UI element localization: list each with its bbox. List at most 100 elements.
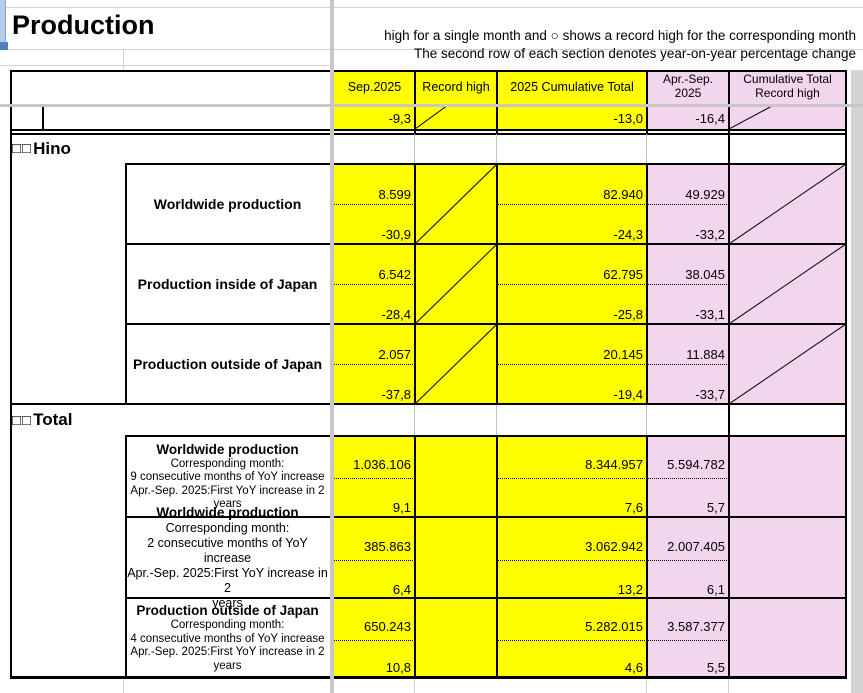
grid-line <box>646 134 647 164</box>
section-header-hino[interactable]: □□ Hino <box>10 134 846 163</box>
total-cumulative-cell[interactable]: 3.062.942 13,2 <box>497 517 647 599</box>
section-name: Hino <box>33 138 71 158</box>
cell-value: -13,0 <box>613 111 643 126</box>
cell-value: 3.062.942 <box>585 538 643 554</box>
cell-value: 49.929 <box>685 186 725 202</box>
cell-pct: -33,7 <box>647 363 729 405</box>
cell-pct: 5,5 <box>647 639 729 678</box>
total-record-high-cell[interactable] <box>415 517 497 599</box>
total-sep-cell[interactable]: 1.036.106 9,1 <box>334 436 415 517</box>
row-label-text: Production outside of Japan <box>136 603 319 618</box>
column-header-sep2025[interactable]: Sep.2025 <box>334 70 415 104</box>
hino-apr-sep-cell[interactable]: 38.045 -33,1 <box>647 244 729 324</box>
toprow-cumulative-record-high-cell[interactable] <box>729 104 846 129</box>
row-label-subline: Apr.-Sep. 2025:First YoY increase in 2 y… <box>130 646 325 672</box>
toprow-sep-pct-cell[interactable]: -9,3 <box>334 104 415 129</box>
grid-line <box>0 7 863 8</box>
total-record-high-cell[interactable] <box>415 436 497 517</box>
hino-sep-cell[interactable]: 8.599 -30,9 <box>334 164 415 244</box>
toprow-record-high-cell[interactable] <box>415 104 497 129</box>
diagonal-line-icon <box>415 104 450 129</box>
diagonal-line-icon <box>729 244 846 324</box>
total-row-label[interactable]: Worldwide production Corresponding month… <box>125 505 330 610</box>
cell-pct: -25,8 <box>497 283 647 325</box>
hino-cumulative-cell[interactable]: 82.940 -24,3 <box>497 164 647 244</box>
section-header-total[interactable]: □□ Total <box>10 405 846 435</box>
column-border <box>646 70 648 134</box>
label-box-border <box>125 436 127 677</box>
diagonal-line-icon <box>729 104 777 129</box>
column-header-cumulative-record-high[interactable]: Cumulative Total Record high <box>729 70 846 104</box>
row-border <box>125 323 847 325</box>
sheet-edge-strip <box>851 70 863 693</box>
grid-line <box>0 49 863 50</box>
page-title: Production <box>12 10 155 40</box>
column-border <box>496 70 498 134</box>
total-row-label[interactable]: Worldwide production Corresponding month… <box>125 436 330 517</box>
total-cumulative-cell[interactable]: 8.344.957 7,6 <box>497 436 647 517</box>
cell-value: 2.007.405 <box>667 538 725 554</box>
column-header-apr-sep[interactable]: Apr.-Sep. 2025 <box>647 70 729 104</box>
total-sep-cell[interactable]: 385.863 6,4 <box>334 517 415 599</box>
grid-line <box>646 679 647 693</box>
total-sep-cell[interactable]: 650.243 10,8 <box>334 599 415 677</box>
cell-value: 8.599 <box>378 186 411 202</box>
toprow-apr-sep-pct-cell[interactable]: -16,4 <box>647 104 729 129</box>
total-cumulative-record-high-cell[interactable] <box>729 599 846 677</box>
hino-row-label[interactable]: Production outside of Japan <box>125 324 330 404</box>
total-apr-sep-cell[interactable]: 2.007.405 6,1 <box>647 517 729 599</box>
cell-pct: 5,7 <box>647 478 729 517</box>
toprow-cumulative-pct-cell[interactable]: -13,0 <box>497 104 647 129</box>
cell-pct: -33,1 <box>647 283 729 325</box>
frozen-pane-divider-horizontal[interactable] <box>0 104 863 107</box>
total-cumulative-cell[interactable]: 5.282.015 4,6 <box>497 599 647 677</box>
column-header-label: 2025 Cumulative Total <box>510 79 634 94</box>
row-label-subline: Corresponding month: <box>165 521 290 535</box>
cell-pct: -28,4 <box>334 283 415 325</box>
cell-value: 11.884 <box>686 346 725 362</box>
frozen-pane-divider-vertical[interactable] <box>330 0 334 693</box>
hino-row-label[interactable]: Production inside of Japan <box>125 244 330 324</box>
total-apr-sep-cell[interactable]: 3.587.377 5,5 <box>647 599 729 677</box>
hino-cumulative-cell[interactable]: 62.795 -25,8 <box>497 244 647 324</box>
hino-cumulative-record-high-cell[interactable] <box>729 324 846 404</box>
total-cumulative-record-high-cell[interactable] <box>729 436 846 517</box>
row-label-subline: 9 consecutive months of YoY increase <box>130 471 325 483</box>
column-border <box>646 436 648 677</box>
total-record-high-cell[interactable] <box>415 599 497 677</box>
hino-apr-sep-cell[interactable]: 49.929 -33,2 <box>647 164 729 244</box>
grid-line <box>123 49 124 70</box>
cell-pct: 4,6 <box>497 639 647 678</box>
hino-row-label[interactable]: Worldwide production <box>125 164 330 244</box>
diagonal-line-icon <box>415 324 497 404</box>
hino-apr-sep-cell[interactable]: 11.884 -33,7 <box>647 324 729 404</box>
table-border <box>10 70 12 679</box>
table-border <box>10 70 847 72</box>
cell-pct: -33,2 <box>647 203 729 245</box>
hino-cumulative-record-high-cell[interactable] <box>729 164 846 244</box>
column-header-record-high[interactable]: Record high <box>415 70 497 104</box>
cell-value: 3.587.377 <box>667 618 725 634</box>
hino-sep-cell[interactable]: 2.057 -37,8 <box>334 324 415 404</box>
total-apr-sep-cell[interactable]: 5.594.782 5,7 <box>647 436 729 517</box>
cell-value: 5.282.015 <box>585 618 643 634</box>
hino-sep-cell[interactable]: 6.542 -28,4 <box>334 244 415 324</box>
hino-record-high-cell[interactable] <box>415 244 497 324</box>
row-border <box>10 403 847 405</box>
cell-value: 2.057 <box>378 346 411 362</box>
total-cumulative-record-high-cell[interactable] <box>729 517 846 599</box>
legend-line-1: high for a single month and ○ shows a re… <box>384 28 856 43</box>
hino-record-high-cell[interactable] <box>415 164 497 244</box>
column-header-cumulative-total[interactable]: 2025 Cumulative Total <box>497 70 647 104</box>
selection-fill-handle[interactable] <box>0 42 8 50</box>
total-row-label[interactable]: Production outside of Japan Correspondin… <box>125 599 330 677</box>
hino-cumulative-record-high-cell[interactable] <box>729 244 846 324</box>
row-label-text: Worldwide production <box>156 441 299 457</box>
hino-record-high-cell[interactable] <box>415 324 497 404</box>
row-label-text: Production inside of Japan <box>137 276 318 292</box>
row-border <box>125 163 847 165</box>
cell-value: 8.344.957 <box>585 457 643 472</box>
row-label-subline: years <box>212 596 243 610</box>
grid-line <box>728 679 729 693</box>
hino-cumulative-cell[interactable]: 20.145 -19,4 <box>497 324 647 404</box>
